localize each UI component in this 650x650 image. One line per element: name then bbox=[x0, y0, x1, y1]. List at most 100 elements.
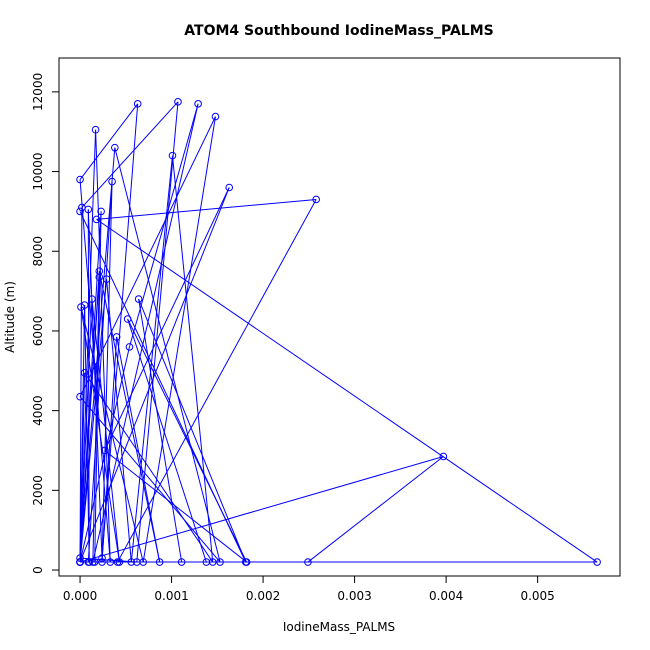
series-segment bbox=[79, 396, 221, 563]
data-point bbox=[80, 368, 89, 377]
chart-title: ATOM4 Southbound IodineMass_PALMS bbox=[184, 23, 493, 39]
data-point bbox=[76, 554, 84, 562]
data-point bbox=[95, 267, 104, 275]
x-tick-label: 0.005 bbox=[520, 589, 554, 603]
series-segment bbox=[79, 372, 86, 563]
data-point bbox=[77, 303, 85, 311]
data-point bbox=[106, 558, 115, 566]
data-point bbox=[76, 558, 84, 566]
x-tick-label: 0.000 bbox=[63, 589, 97, 603]
data-point bbox=[304, 558, 312, 566]
series-segment bbox=[138, 298, 183, 563]
data-point bbox=[112, 333, 121, 341]
y-tick-label: 2000 bbox=[31, 475, 45, 506]
data-point bbox=[90, 558, 99, 566]
data-point bbox=[76, 175, 84, 184]
data-point bbox=[113, 558, 122, 566]
series-segment bbox=[307, 456, 444, 563]
data-point bbox=[102, 275, 111, 283]
data-point bbox=[78, 203, 86, 212]
series-segment bbox=[116, 336, 161, 563]
data-point bbox=[168, 151, 177, 160]
data-point bbox=[95, 273, 104, 281]
data-point bbox=[202, 558, 211, 566]
series-lines bbox=[79, 101, 598, 563]
series-segment bbox=[79, 455, 444, 563]
data-point bbox=[92, 215, 101, 224]
data-point bbox=[593, 558, 601, 566]
data-point bbox=[91, 125, 100, 134]
series-segment bbox=[79, 103, 139, 180]
series-segment bbox=[79, 279, 108, 563]
series-segment bbox=[117, 199, 317, 563]
series-segment bbox=[79, 211, 102, 563]
series-segment bbox=[79, 207, 83, 563]
series-segment bbox=[142, 116, 216, 563]
series-segment bbox=[79, 116, 216, 397]
data-point bbox=[127, 558, 136, 566]
series-segment bbox=[79, 129, 97, 563]
series-segment bbox=[104, 450, 247, 563]
series-segment bbox=[84, 305, 90, 563]
y-tick-label: 4000 bbox=[31, 395, 45, 426]
y-tick-label: 12000 bbox=[31, 73, 45, 111]
data-point bbox=[134, 295, 143, 303]
x-axis: 0.000 0.001 0.002 0.003 0.004 0.005 bbox=[63, 575, 555, 603]
data-point bbox=[133, 100, 142, 108]
series-segment bbox=[94, 211, 102, 563]
series-segment bbox=[87, 181, 113, 563]
series-segment bbox=[127, 318, 207, 563]
data-point bbox=[80, 301, 89, 309]
data-point bbox=[177, 558, 186, 566]
data-point bbox=[98, 558, 106, 566]
data-point bbox=[97, 207, 105, 216]
data-point bbox=[125, 343, 134, 351]
y-axis-label: Altitude (m) bbox=[3, 281, 17, 353]
data-point bbox=[225, 183, 234, 192]
y-tick-label: 6000 bbox=[31, 316, 45, 347]
data-point bbox=[123, 315, 132, 323]
data-point bbox=[211, 112, 220, 121]
series-segment bbox=[101, 336, 118, 563]
series-points bbox=[76, 98, 601, 566]
data-point bbox=[194, 100, 202, 108]
series-segment bbox=[92, 277, 100, 563]
data-point bbox=[88, 295, 96, 303]
x-axis-label: IodineMass_PALMS bbox=[283, 620, 395, 634]
y-tick-label: 0 bbox=[31, 566, 45, 574]
data-point bbox=[312, 195, 320, 204]
series-segment bbox=[96, 218, 598, 563]
data-point bbox=[241, 558, 250, 566]
series-segment bbox=[79, 299, 93, 563]
x-tick-label: 0.002 bbox=[246, 589, 280, 603]
series-segment bbox=[171, 155, 214, 563]
y-tick-label: 10000 bbox=[31, 152, 45, 190]
series-segment bbox=[130, 155, 173, 563]
series-segment bbox=[81, 101, 179, 208]
data-point bbox=[439, 452, 448, 461]
series-segment bbox=[80, 306, 120, 563]
data-point bbox=[174, 98, 182, 106]
series-segment bbox=[101, 181, 113, 563]
data-point bbox=[111, 143, 119, 152]
series-segment bbox=[114, 147, 221, 563]
data-point bbox=[108, 177, 116, 186]
x-tick-label: 0.004 bbox=[429, 589, 463, 603]
data-point bbox=[155, 558, 164, 566]
data-point bbox=[76, 392, 84, 401]
series-segment bbox=[128, 103, 199, 348]
series-segment bbox=[101, 103, 139, 559]
data-point bbox=[98, 554, 106, 562]
series-segment bbox=[96, 198, 317, 220]
series-segment bbox=[104, 187, 230, 451]
series-segment bbox=[87, 209, 90, 563]
series-segment bbox=[98, 271, 161, 563]
series-segment bbox=[79, 187, 230, 563]
data-point bbox=[139, 558, 147, 566]
x-tick-label: 0.003 bbox=[337, 589, 371, 603]
y-axis: 0 2000 4000 6000 8000 10000 12000 bbox=[31, 73, 60, 574]
y-tick-label: 8000 bbox=[31, 236, 45, 267]
data-point bbox=[216, 558, 224, 566]
